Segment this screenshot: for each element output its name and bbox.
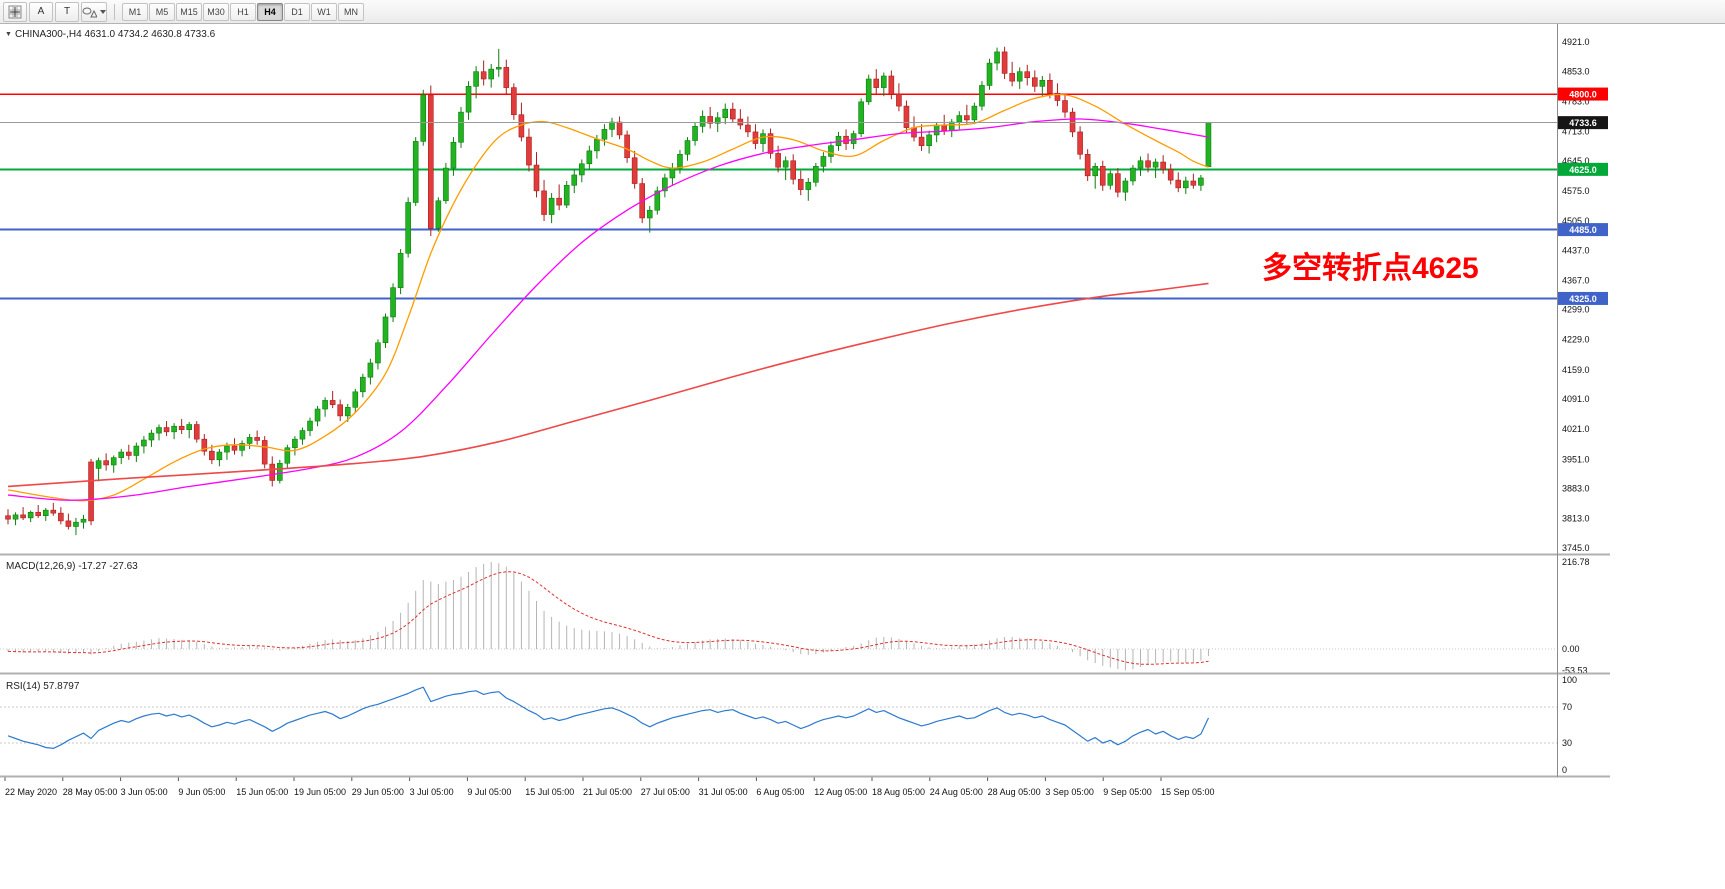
svg-text:4625.0: 4625.0 <box>1569 165 1597 175</box>
price-axis-label: 4645.0 <box>1562 156 1590 166</box>
candles-layer <box>5 46 1212 536</box>
rsi-panel <box>0 686 1557 749</box>
price-axis-label: 4091.0 <box>1562 394 1590 404</box>
price-axis-label: 4437.0 <box>1562 245 1590 255</box>
shapes-icon <box>82 7 97 17</box>
hlines-layer <box>0 93 1557 300</box>
chart-canvas[interactable]: 4921.0 4853.0 4783.0 4713.0 4645.0 4575.0 4505… <box>0 24 1725 889</box>
timeframe-button-m1[interactable]: M1 <box>122 2 148 21</box>
time-axis-label: 24 Aug 05:00 <box>930 787 983 797</box>
current-price-badge: 4733.6 <box>1558 116 1608 130</box>
timeframe-button-m15[interactable]: M15 <box>176 2 202 21</box>
price-axis-label: 4783.0 <box>1562 96 1590 106</box>
crosshair-tool-button[interactable] <box>3 1 27 22</box>
price-axis-label: 4367.0 <box>1562 275 1590 285</box>
time-axis-label: 12 Aug 05:00 <box>814 787 867 797</box>
time-axis-label: 9 Jun 05:00 <box>178 787 225 797</box>
price-axis-label: 3951.0 <box>1562 454 1590 464</box>
price-badge-4485.0: 4485.0 <box>1558 223 1608 237</box>
time-axis-label: 15 Jul 05:00 <box>525 787 574 797</box>
time-axis-label: 28 Aug 05:00 <box>988 787 1041 797</box>
dropdown-caret-icon <box>100 9 106 14</box>
price-badge-4800.0: 4800.0 <box>1558 87 1608 101</box>
macd-label: MACD(12,26,9) -17.27 -27.63 <box>6 561 138 572</box>
price-axis-label: 3883.0 <box>1562 484 1590 494</box>
time-axis-label: 29 Jun 05:00 <box>352 787 404 797</box>
timeframe-button-w1[interactable]: W1 <box>311 2 337 21</box>
time-axis-label: 3 Jul 05:00 <box>410 787 454 797</box>
time-axis-label: 3 Jun 05:00 <box>121 787 168 797</box>
toolbar: A T M1 M5 M15 M30 H1 H4 D1 W1 MN <box>0 0 1725 24</box>
time-axis-label: 6 Aug 05:00 <box>756 787 804 797</box>
price-axis-label: 4505.0 <box>1562 216 1590 226</box>
ma-line-fast <box>7 93 1209 502</box>
timeframe-group: M1 M5 M15 M30 H1 H4 D1 W1 MN <box>122 2 365 21</box>
price-badge-4625.0: 4625.0 <box>1558 162 1608 176</box>
svg-text:4800.0: 4800.0 <box>1569 90 1597 100</box>
macd-axis-label: 0.00 <box>1562 644 1580 654</box>
time-axis-label: 15 Jun 05:00 <box>236 787 288 797</box>
time-axis-label: 22 May 2020 <box>5 787 57 797</box>
chart-title: CHINA300-,H4 4631.0 4734.2 4630.8 4733.6 <box>15 29 216 40</box>
price-axis-label: 3813.0 <box>1562 514 1590 524</box>
time-axis-label: 9 Sep 05:00 <box>1103 787 1152 797</box>
collapse-arrow-icon[interactable]: ▼ <box>5 31 12 38</box>
price-axis-label: 3745.0 <box>1562 543 1590 553</box>
time-axis-label: 28 May 05:00 <box>63 787 118 797</box>
time-axis-label: 19 Jun 05:00 <box>294 787 346 797</box>
timeframe-button-h4[interactable]: H4 <box>257 2 283 21</box>
price-axis-label: 4159.0 <box>1562 365 1590 375</box>
price-axis[interactable]: 4921.0 4853.0 4783.0 4713.0 4645.0 4575.0 4505… <box>1558 37 1608 775</box>
time-axis-label: 3 Sep 05:00 <box>1045 787 1094 797</box>
time-axis-label: 18 Aug 05:00 <box>872 787 925 797</box>
macd-axis-label: 216.78 <box>1562 557 1590 567</box>
price-badge-4325.0: 4325.0 <box>1558 291 1608 305</box>
price-axis-label: 4713.0 <box>1562 126 1590 136</box>
price-axis-label: 4921.0 <box>1562 37 1590 47</box>
svg-text:4325.0: 4325.0 <box>1569 294 1597 304</box>
rsi-label: RSI(14) 57.8797 <box>6 681 80 692</box>
timeframe-button-d1[interactable]: D1 <box>284 2 310 21</box>
price-axis-label: 4575.0 <box>1562 186 1590 196</box>
text-a-label: A <box>37 6 45 17</box>
text-tool-button[interactable]: T <box>55 1 79 22</box>
svg-text:4733.6: 4733.6 <box>1569 118 1597 128</box>
rsi-axis-label: 100 <box>1562 675 1577 685</box>
time-axis-label: 21 Jul 05:00 <box>583 787 632 797</box>
time-axis-label: 9 Jul 05:00 <box>467 787 511 797</box>
toolbar-separator <box>114 3 115 20</box>
rsi-line <box>7 686 1210 749</box>
text-t-label: T <box>63 6 71 17</box>
rsi-axis-label: 70 <box>1562 702 1572 712</box>
svg-text:4485.0: 4485.0 <box>1569 225 1597 235</box>
timeframe-button-m30[interactable]: M30 <box>203 2 229 21</box>
panel-frame <box>0 24 1610 778</box>
macd-panel <box>0 561 1557 671</box>
price-axis-label: 4229.0 <box>1562 335 1590 345</box>
text-label-tool-button[interactable]: A <box>29 1 53 22</box>
timeframe-button-m5[interactable]: M5 <box>149 2 175 21</box>
macd-signal-line <box>7 571 1209 665</box>
time-axis[interactable]: 22 May 2020 28 May 05:00 3 Jun 05:00 9 Jun … <box>4 777 1215 797</box>
time-axis-label: 31 Jul 05:00 <box>699 787 748 797</box>
rsi-axis-label: 0 <box>1562 765 1567 775</box>
timeframe-button-h1[interactable]: H1 <box>230 2 256 21</box>
timeframe-button-mn[interactable]: MN <box>338 2 364 21</box>
macd-axis-label: -53.53 <box>1562 665 1588 675</box>
price-axis-label: 4853.0 <box>1562 66 1590 76</box>
crosshair-icon <box>8 5 22 18</box>
shapes-tool-button[interactable] <box>81 1 107 22</box>
ma-line-medium <box>7 118 1209 501</box>
annotation-text[interactable]: 多空转折点4625 <box>1262 252 1479 285</box>
time-axis-label: 15 Sep 05:00 <box>1161 787 1215 797</box>
time-axis-label: 27 Jul 05:00 <box>641 787 690 797</box>
rsi-axis-label: 30 <box>1562 738 1572 748</box>
price-axis-label: 4021.0 <box>1562 424 1590 434</box>
price-axis-label: 4299.0 <box>1562 305 1590 315</box>
ma-line-slow <box>7 282 1209 488</box>
